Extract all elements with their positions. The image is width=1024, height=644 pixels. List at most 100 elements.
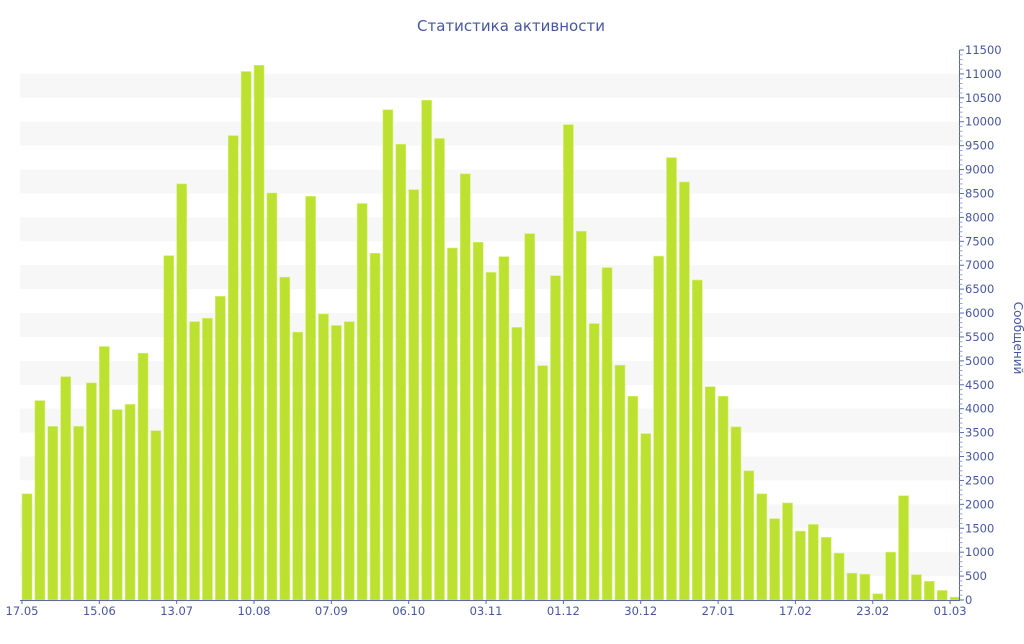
bar — [253, 65, 265, 601]
bar — [885, 551, 896, 601]
x-tick-label: 23.02 — [856, 604, 889, 618]
bar — [356, 203, 368, 601]
x-tick-label: 27.01 — [702, 604, 735, 618]
bar — [485, 272, 497, 601]
bar — [808, 524, 819, 601]
bar — [550, 275, 561, 601]
bar — [447, 247, 458, 601]
bar — [511, 327, 523, 601]
bar — [782, 502, 793, 601]
bar — [614, 364, 626, 601]
x-tick-label: 30.12 — [624, 604, 657, 618]
y-tick-label: 7000 — [965, 258, 994, 272]
bar — [434, 138, 445, 601]
bar — [859, 573, 871, 601]
bar — [472, 241, 484, 601]
y-tick-label: 9000 — [965, 163, 994, 177]
bar — [73, 426, 84, 601]
bar — [846, 572, 858, 601]
bar — [924, 581, 935, 601]
x-tick-label: 10.08 — [238, 604, 271, 618]
bar — [176, 183, 187, 601]
bar — [331, 325, 342, 601]
x-tick-label: 01.12 — [547, 604, 580, 618]
bar — [949, 596, 961, 601]
bar — [717, 395, 729, 601]
y-tick-label: 500 — [965, 569, 987, 583]
bar — [769, 518, 780, 601]
bar — [911, 574, 922, 601]
bar — [421, 99, 432, 601]
bar — [240, 71, 252, 601]
x-tick-label: 17.05 — [6, 604, 39, 618]
x-tick-label: 07.09 — [315, 604, 348, 618]
x-tick-label: 01.03 — [934, 604, 967, 618]
bar — [653, 255, 664, 601]
bar — [189, 321, 200, 601]
bar — [795, 530, 806, 601]
y-tick-label: 4000 — [965, 402, 994, 416]
y-tick-label: 8000 — [965, 210, 994, 224]
y-tick-label: 6000 — [965, 306, 994, 320]
bar — [279, 276, 291, 601]
y-tick-label: 2000 — [965, 497, 994, 511]
bar — [679, 181, 690, 601]
bar — [872, 593, 884, 601]
y-tick-label: 2500 — [965, 473, 994, 487]
bar — [537, 365, 548, 601]
bar — [343, 321, 355, 601]
bar — [47, 426, 59, 601]
bar — [601, 267, 613, 601]
y-tick-label: 9500 — [965, 139, 994, 153]
bar — [459, 173, 471, 601]
y-tick-label: 6500 — [965, 282, 994, 296]
x-tick-label: 13.07 — [160, 604, 193, 618]
bar — [666, 157, 677, 601]
bar — [575, 230, 587, 601]
bar — [408, 189, 420, 601]
y-tick-label: 11500 — [965, 43, 1002, 57]
bar — [692, 279, 703, 601]
bar — [640, 433, 652, 601]
bar — [382, 109, 394, 601]
x-tick-label: 15.06 — [83, 604, 116, 618]
bar — [99, 346, 110, 601]
y-tick-label: 1500 — [965, 521, 994, 535]
bar — [21, 493, 33, 601]
bar — [266, 192, 278, 601]
y-tick-label: 4500 — [965, 378, 994, 392]
bar — [730, 426, 742, 601]
bar — [627, 395, 639, 601]
grid-band — [20, 169, 960, 194]
bar — [111, 409, 123, 601]
bar — [936, 590, 948, 601]
bar — [227, 135, 239, 601]
bar — [305, 196, 316, 601]
x-tick-label: 06.10 — [392, 604, 425, 618]
y-tick-label: 3500 — [965, 426, 994, 440]
bar — [898, 495, 909, 601]
y-tick-label: 3000 — [965, 450, 994, 464]
y-tick-label: 5000 — [965, 354, 994, 368]
bar — [588, 323, 600, 601]
y-tick-label: 8500 — [965, 186, 994, 200]
y-tick-label: 5500 — [965, 330, 994, 344]
bar — [833, 552, 845, 601]
bar — [202, 318, 213, 601]
y-axis: 0 500 1000 1500 2000 2500 3000 3500 4000 4500 5000… — [959, 43, 1002, 607]
y-tick-label: 11000 — [965, 67, 1002, 81]
bar — [563, 124, 574, 601]
bar — [215, 296, 226, 601]
grid-band — [20, 73, 960, 98]
bar — [60, 376, 71, 601]
y-tick-label: 10000 — [965, 115, 1002, 129]
bar — [743, 470, 755, 601]
bar — [150, 430, 162, 601]
y-tick-label: 0 — [965, 593, 972, 607]
x-axis: 17.05 15.06 13.07 10.08 07.09 06.10 03.11 01.12… — [6, 600, 967, 618]
grid-band — [20, 121, 960, 146]
bar — [318, 313, 329, 601]
bars — [21, 65, 961, 601]
bar — [137, 352, 149, 601]
